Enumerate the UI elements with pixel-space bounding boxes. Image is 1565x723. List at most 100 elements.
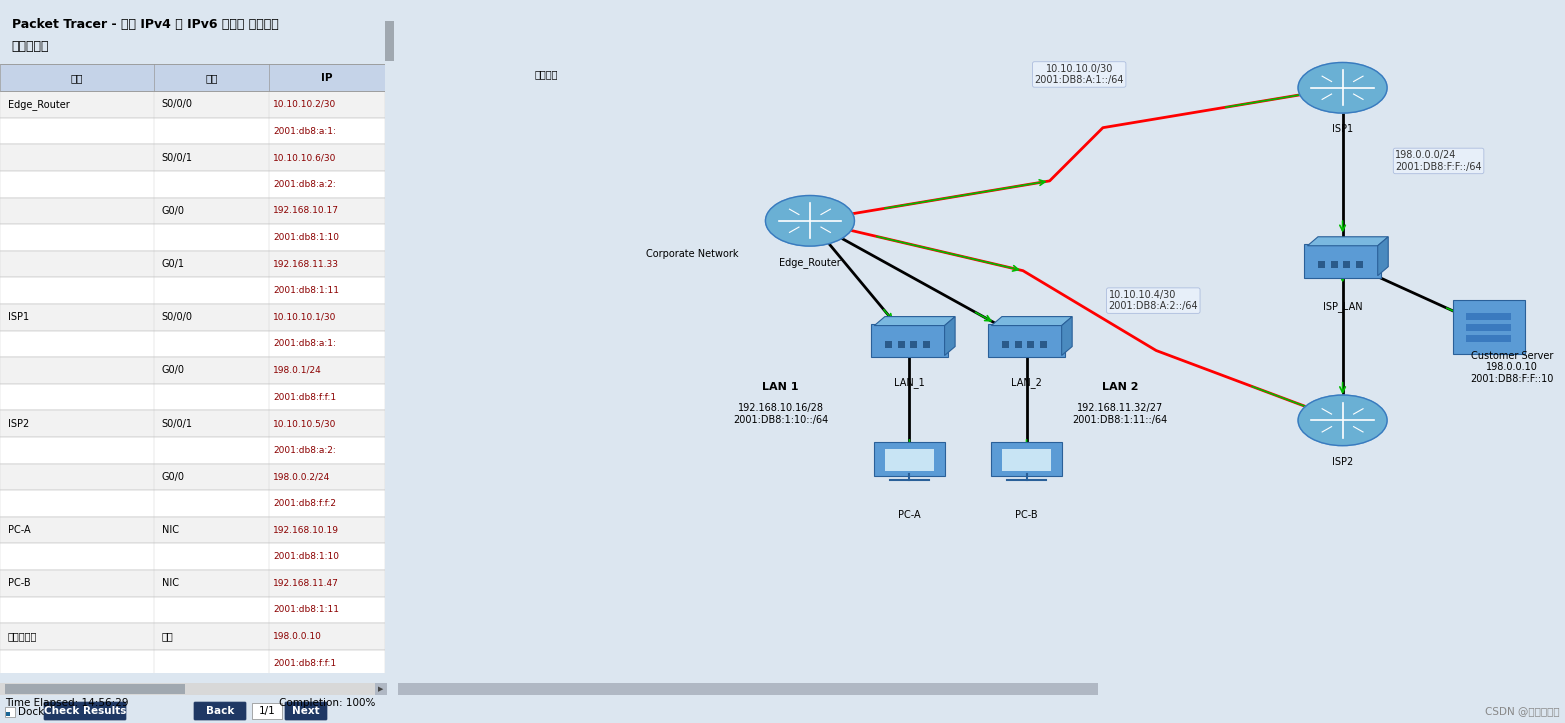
Text: S0/0/0: S0/0/0 (161, 99, 192, 109)
Text: 客户服务器: 客户服务器 (8, 631, 38, 641)
Text: Dock: Dock (19, 707, 44, 717)
Text: Packet Tracer - 配置 IPv4 和 IPv6 静态和 默认路由: Packet Tracer - 配置 IPv4 和 IPv6 静态和 默认路由 (11, 18, 279, 31)
Text: ▶: ▶ (379, 686, 383, 692)
Text: Time Elapsed: 14:56:29: Time Elapsed: 14:56:29 (5, 698, 128, 708)
Text: 192.168.11.33: 192.168.11.33 (274, 260, 340, 268)
FancyBboxPatch shape (0, 384, 385, 411)
Text: LAN 2: LAN 2 (1102, 382, 1138, 392)
Text: G0/0: G0/0 (161, 472, 185, 482)
FancyBboxPatch shape (285, 702, 327, 720)
Text: 网卡: 网卡 (161, 631, 174, 641)
Text: 2001:db8:a:2:: 2001:db8:a:2: (274, 446, 336, 455)
FancyBboxPatch shape (0, 278, 385, 304)
FancyBboxPatch shape (5, 684, 185, 694)
Text: PC-A: PC-A (898, 510, 920, 520)
Text: 192.168.11.47: 192.168.11.47 (274, 579, 340, 588)
Polygon shape (1377, 236, 1388, 275)
Polygon shape (875, 317, 955, 325)
FancyBboxPatch shape (0, 357, 385, 384)
Text: G0/1: G0/1 (161, 259, 185, 269)
Text: 2001:db8:1:11: 2001:db8:1:11 (274, 605, 340, 615)
Text: Edge_Router: Edge_Router (8, 99, 69, 110)
Text: 198.0.0.0/24
2001:DB8:F:F::/64: 198.0.0.0/24 2001:DB8:F:F::/64 (1396, 150, 1482, 172)
FancyBboxPatch shape (0, 411, 385, 437)
Text: 198.0.1/24: 198.0.1/24 (274, 366, 322, 375)
FancyBboxPatch shape (1343, 261, 1351, 268)
Text: NIC: NIC (161, 525, 178, 535)
Text: 192.168.10.16/28
2001:DB8:1:10::/64: 192.168.10.16/28 2001:DB8:1:10::/64 (732, 403, 828, 424)
FancyBboxPatch shape (988, 324, 1066, 357)
Text: ISP2: ISP2 (8, 419, 28, 429)
Text: LAN_1: LAN_1 (894, 377, 925, 388)
Text: S0/0/1: S0/0/1 (161, 153, 192, 163)
FancyBboxPatch shape (897, 341, 905, 348)
FancyBboxPatch shape (252, 703, 282, 719)
Text: Check Results: Check Results (44, 706, 127, 716)
FancyBboxPatch shape (1355, 261, 1363, 268)
Text: 10.10.10.2/30: 10.10.10.2/30 (274, 100, 336, 109)
Circle shape (765, 195, 854, 246)
FancyBboxPatch shape (0, 596, 385, 623)
FancyBboxPatch shape (194, 702, 246, 720)
Text: 192.168.11.32/27
2001:DB8:1:11::/64: 192.168.11.32/27 2001:DB8:1:11::/64 (1072, 403, 1167, 424)
FancyBboxPatch shape (870, 324, 948, 357)
Text: PC-B: PC-B (8, 578, 30, 589)
FancyBboxPatch shape (0, 517, 385, 544)
Text: PC-B: PC-B (1016, 510, 1038, 520)
FancyBboxPatch shape (0, 650, 385, 677)
FancyBboxPatch shape (376, 683, 387, 695)
Circle shape (1297, 395, 1387, 445)
FancyBboxPatch shape (1466, 335, 1512, 342)
FancyBboxPatch shape (0, 623, 385, 650)
Text: 2001:db8:a:1:: 2001:db8:a:1: (274, 339, 336, 348)
Text: 10.10.10.5/30: 10.10.10.5/30 (274, 419, 336, 428)
FancyBboxPatch shape (0, 463, 385, 490)
Text: G0/0: G0/0 (161, 206, 185, 216)
Text: S0/0/0: S0/0/0 (161, 312, 192, 322)
Text: CSDN @亚力山大抵: CSDN @亚力山大抵 (1485, 706, 1560, 716)
FancyBboxPatch shape (991, 442, 1063, 476)
FancyBboxPatch shape (398, 683, 1099, 695)
FancyBboxPatch shape (1454, 300, 1524, 354)
Text: Completion: 100%: Completion: 100% (279, 698, 376, 708)
Polygon shape (991, 317, 1072, 325)
Text: ISP1: ISP1 (8, 312, 28, 322)
FancyBboxPatch shape (0, 490, 385, 517)
Text: 10.10.10.6/30: 10.10.10.6/30 (274, 153, 336, 162)
Text: 10.10.10.4/30
2001:DB8:A:2::/64: 10.10.10.4/30 2001:DB8:A:2::/64 (1108, 290, 1199, 312)
Text: ISP2: ISP2 (1332, 457, 1354, 467)
FancyBboxPatch shape (5, 707, 16, 717)
FancyBboxPatch shape (1466, 324, 1512, 331)
Text: PC-A: PC-A (8, 525, 30, 535)
FancyBboxPatch shape (385, 21, 394, 61)
Text: 地址分配表: 地址分配表 (11, 40, 49, 53)
Text: 符啊九天: 符啊九天 (535, 69, 559, 80)
FancyBboxPatch shape (0, 683, 385, 695)
Text: S0/0/1: S0/0/1 (161, 419, 192, 429)
FancyBboxPatch shape (884, 341, 892, 348)
FancyBboxPatch shape (884, 449, 934, 471)
Text: 192.168.10.19: 192.168.10.19 (274, 526, 340, 534)
Circle shape (1297, 62, 1387, 113)
FancyBboxPatch shape (1002, 341, 1009, 348)
FancyBboxPatch shape (0, 437, 385, 463)
Polygon shape (1307, 236, 1388, 246)
FancyBboxPatch shape (911, 341, 917, 348)
Text: 设备: 设备 (70, 73, 83, 83)
FancyBboxPatch shape (0, 64, 385, 91)
FancyBboxPatch shape (1002, 449, 1052, 471)
Text: Corporate Network: Corporate Network (646, 249, 739, 259)
FancyBboxPatch shape (0, 197, 385, 224)
Text: NIC: NIC (161, 578, 178, 589)
FancyBboxPatch shape (0, 171, 385, 197)
Text: Next: Next (293, 706, 319, 716)
FancyBboxPatch shape (0, 224, 385, 251)
FancyBboxPatch shape (1466, 313, 1512, 320)
FancyBboxPatch shape (0, 544, 385, 570)
Text: ISP1: ISP1 (1332, 124, 1354, 134)
Text: IP: IP (321, 73, 333, 83)
FancyBboxPatch shape (1039, 341, 1047, 348)
Text: LAN_2: LAN_2 (1011, 377, 1042, 388)
Text: 10.10.10.1/30: 10.10.10.1/30 (274, 313, 336, 322)
Text: 2001:db8:1:10: 2001:db8:1:10 (274, 233, 340, 242)
